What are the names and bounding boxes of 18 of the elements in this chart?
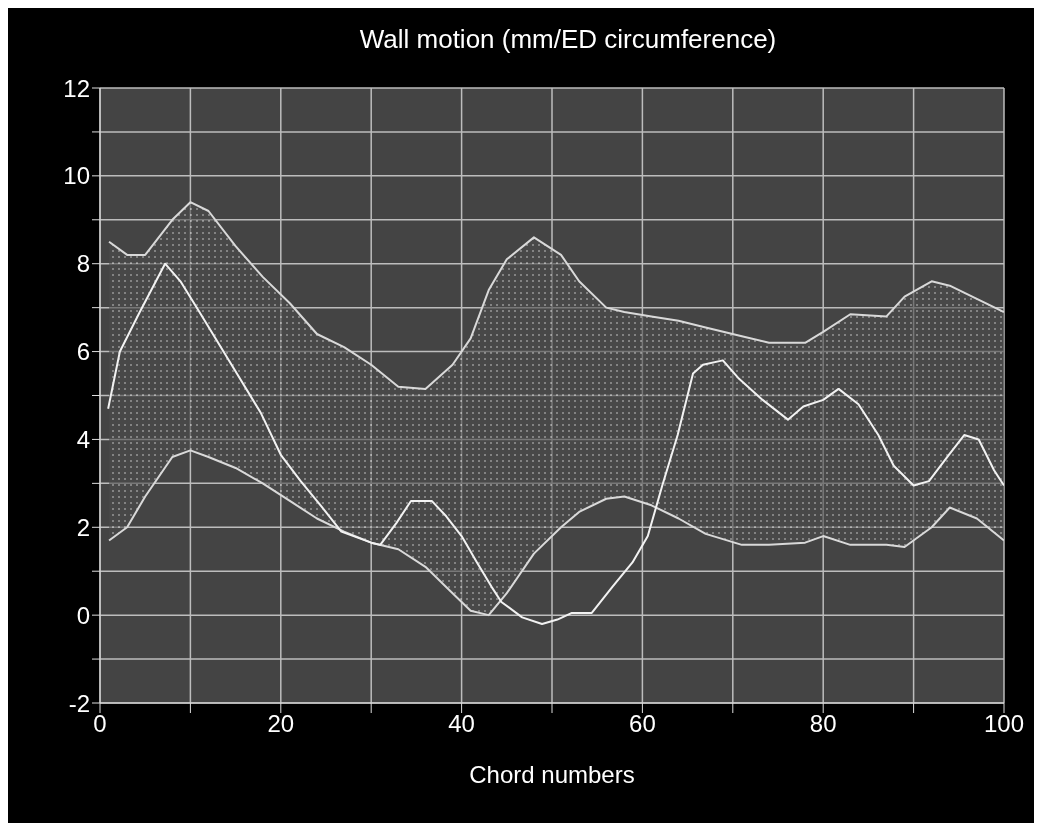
x-axis-title: Chord numbers bbox=[469, 761, 635, 788]
y-tick-label: 2 bbox=[76, 513, 90, 541]
y-tick-label: -2 bbox=[68, 689, 90, 717]
chart-title: Wall motion (mm/ED circumference) bbox=[359, 24, 777, 54]
x-tick-label: 80 bbox=[809, 710, 837, 738]
y-tick-label: 0 bbox=[76, 601, 90, 629]
y-tick-label: 10 bbox=[63, 162, 90, 190]
line-series bbox=[108, 449, 1004, 617]
x-tick-label: 100 bbox=[983, 710, 1025, 738]
y-tick-label: 12 bbox=[63, 74, 90, 102]
x-tick-label: 0 bbox=[93, 710, 107, 738]
x-tick-label: 40 bbox=[448, 710, 475, 738]
line-series bbox=[107, 262, 1004, 625]
x-tick-label: 20 bbox=[267, 710, 295, 738]
x-tick-label: 60 bbox=[629, 710, 656, 738]
y-tick-label: 6 bbox=[76, 338, 90, 366]
y-tick-label: 4 bbox=[76, 425, 90, 453]
y-tick-label: 8 bbox=[76, 250, 90, 278]
